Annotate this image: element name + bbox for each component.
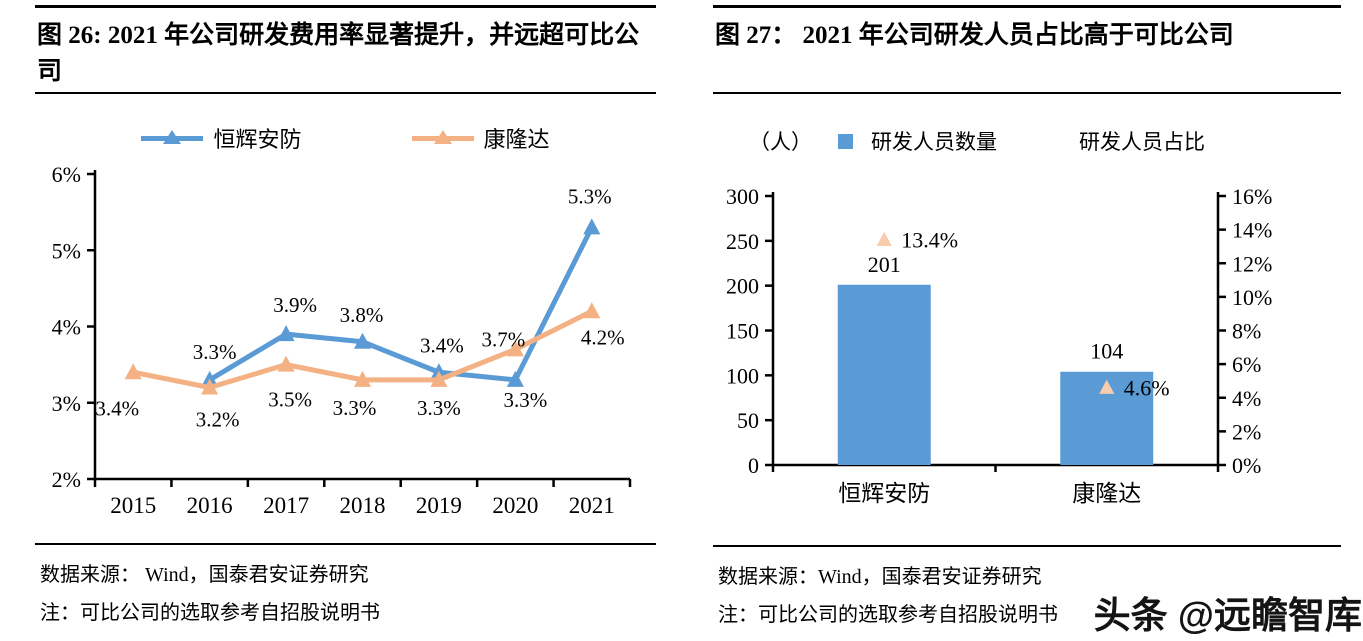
data-label: 3.4% [95, 396, 139, 420]
bar [837, 284, 931, 465]
right-tick-label: 10% [1232, 285, 1272, 310]
data-label: 3.8% [340, 303, 384, 327]
series-marker [124, 363, 142, 380]
figure-26-data-source: 数据来源： Wind，国泰君安证券研究 [40, 564, 369, 586]
right-tick-label: 16% [1232, 184, 1272, 209]
figure-26-top-border [35, 5, 656, 8]
bar-value-label: 104 [1090, 339, 1123, 364]
series-marker [277, 325, 295, 342]
figure-27-title-divider [713, 92, 1341, 94]
x-tick-label: 2019 [416, 493, 462, 518]
y-tick-label: 6% [52, 162, 81, 187]
data-label: 3.4% [420, 333, 464, 357]
data-label: 3.3% [503, 388, 547, 412]
data-label: 3.3% [333, 396, 377, 420]
series-marker [583, 302, 601, 319]
figure-26-panel: 图 26: 2021 年公司研发费用率显著提升，并远超可比公司 恒辉安防 康隆达 … [35, 0, 656, 625]
right-tick-label: 14% [1232, 218, 1272, 243]
data-label: 3.5% [268, 388, 312, 412]
x-tick-label: 2020 [492, 493, 538, 518]
figure-27-data-source: 数据来源：Wind，国泰君安证券研究 [718, 566, 1042, 588]
data-label: 3.3% [417, 396, 461, 420]
x-tick-label: 2016 [187, 493, 233, 518]
figure-27-footer-divider [713, 545, 1341, 547]
data-label: 13.4% [901, 228, 958, 253]
right-tick-label: 6% [1232, 352, 1261, 377]
x-tick-label: 2021 [569, 493, 615, 518]
right-tick-label: 4% [1232, 386, 1261, 411]
right-tick-label: 8% [1232, 319, 1261, 344]
data-label: 3.2% [196, 408, 240, 432]
x-tick-label: 2017 [263, 493, 309, 518]
series-marker [876, 231, 892, 246]
legend-item: 康隆达 [411, 122, 550, 154]
axis-unit-label: （人） [749, 130, 812, 154]
left-tick-label: 150 [726, 319, 759, 344]
series-marker [583, 218, 601, 235]
legend-item: 恒辉安防 [141, 122, 302, 154]
left-tick-label: 200 [726, 274, 759, 299]
data-label: 3.7% [481, 327, 525, 351]
series-marker [506, 370, 524, 387]
legend-triangle-icon [433, 129, 452, 144]
data-label: 5.3% [568, 184, 612, 208]
figure-27-legend-row: （人） 研发人员数量 研发人员占比 [713, 124, 1341, 158]
y-tick-label: 4% [52, 315, 81, 340]
legend-triangle-icon [163, 129, 182, 144]
figure-26-note: 注：可比公司的选取参考自招股说明书 [40, 602, 380, 624]
watermark: 头条 @远瞻智库 [1093, 595, 1362, 636]
figure-26-footer-divider [35, 543, 656, 545]
legend-label: 研发人员占比 [1079, 130, 1205, 154]
y-tick-label: 2% [52, 467, 81, 492]
category-label: 恒辉安防 [838, 481, 930, 506]
x-tick-label: 2015 [110, 493, 156, 518]
figure-26-legend: 恒辉安防 康隆达 [35, 120, 656, 156]
figure-27-top-border [713, 5, 1341, 8]
figure-27-panel: 图 27： 2021 年公司研发人员占比高于可比公司 （人） 研发人员数量 研发人… [713, 0, 1341, 627]
series-line [207, 224, 595, 383]
y-tick-label: 5% [52, 238, 81, 263]
series-marker [506, 340, 524, 357]
left-tick-label: 250 [726, 229, 759, 254]
series-marker [1099, 379, 1115, 394]
data-label: 4.2% [581, 325, 625, 349]
right-tick-label: 2% [1232, 419, 1261, 444]
figure-26-title-divider [35, 92, 656, 94]
figure-26-line-chart: 2% 3% 4% 5% 6% 2015 2016 2017 2018 2019 2020 2021 3.… [52, 162, 632, 518]
legend-line-marker-icon [411, 129, 474, 144]
legend-label: 研发人员数量 [871, 130, 997, 154]
left-tick-label: 100 [726, 363, 759, 388]
series-marker [353, 332, 372, 349]
left-tick-label: 300 [726, 184, 759, 209]
figure-27-title: 图 27： 2021 年公司研发人员占比高于可比公司 [715, 22, 1234, 49]
series-marker [430, 370, 448, 387]
legend-item: 研发人员占比 [1045, 126, 1205, 156]
category-label: 康隆达 [1072, 481, 1141, 506]
x-tick-label: 2018 [340, 493, 386, 518]
figure-27-legend: 研发人员数量 研发人员占比 [838, 126, 1205, 156]
right-tick-label: 12% [1232, 251, 1272, 276]
series-marker [353, 370, 372, 387]
series-marker [201, 378, 219, 395]
left-tick-label: 50 [737, 408, 759, 433]
y-tick-label: 3% [52, 391, 81, 416]
series-marker [277, 355, 295, 372]
legend-square-icon [838, 133, 853, 149]
figure-27-note: 注：可比公司的选取参考自招股说明书 [718, 604, 1058, 626]
data-label: 4.6% [1124, 376, 1170, 401]
figure-27-bar-chart: 0 50 100 150 200 250 300 0% 2% 4% 6% 8% 10% 12% 14% 16%… [726, 184, 1272, 506]
right-tick-label: 0% [1232, 453, 1261, 478]
data-label: 3.3% [193, 340, 237, 364]
legend-line-marker-icon [141, 129, 204, 144]
left-tick-label: 0 [748, 453, 759, 478]
bar-value-label: 201 [868, 252, 901, 277]
legend-item: 研发人员数量 [838, 126, 997, 156]
legend-label: 康隆达 [483, 127, 550, 152]
data-label: 3.9% [273, 293, 317, 317]
legend-label: 恒辉安防 [213, 127, 302, 152]
figure-26-title: 图 26: 2021 年公司研发费用率显著提升，并远超可比公司 [37, 22, 640, 85]
